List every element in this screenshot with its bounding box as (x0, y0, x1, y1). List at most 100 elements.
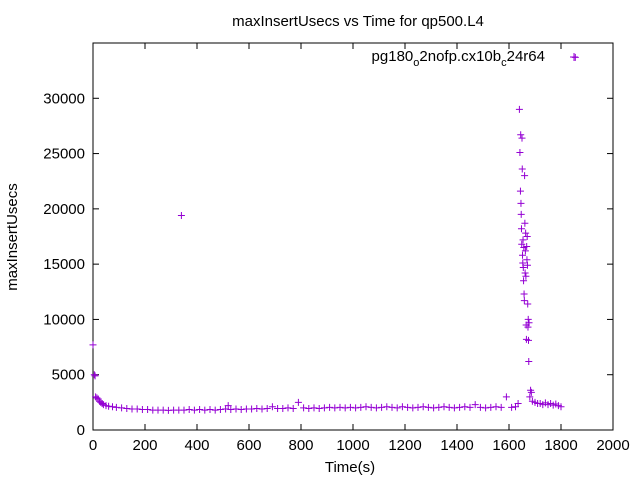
y-tick-label: 25000 (43, 146, 85, 163)
data-point (98, 399, 106, 407)
data-point (320, 404, 328, 412)
chart-title: maxInsertUsecs vs Time for qp500.L4 (232, 13, 484, 30)
y-axis-label: maxInsertUsecs (4, 183, 21, 291)
data-point (522, 272, 530, 280)
data-point (430, 404, 438, 412)
data-point (227, 406, 235, 414)
data-point (118, 404, 126, 412)
data-point (196, 406, 204, 414)
data-point (466, 403, 474, 411)
data-point (471, 401, 479, 409)
data-point (90, 371, 98, 379)
y-tick-label: 30000 (43, 90, 85, 107)
x-tick-label: 0 (89, 437, 97, 454)
data-point (526, 393, 534, 401)
data-point (404, 403, 412, 411)
data-point (224, 402, 232, 410)
data-point (523, 261, 531, 269)
data-point (248, 405, 256, 413)
data-point (398, 403, 406, 411)
data-point (523, 242, 531, 250)
data-point (144, 406, 152, 414)
plot-frame (92, 42, 614, 431)
data-point (414, 403, 422, 411)
x-tick-label: 2000 (596, 437, 629, 454)
data-point (524, 300, 532, 308)
data-point (520, 290, 528, 298)
legend-label-subscript-1: o (413, 57, 419, 69)
data-point (336, 403, 344, 411)
data-point (482, 404, 490, 412)
data-point (123, 404, 131, 412)
data-point (461, 403, 469, 411)
data-point (519, 251, 527, 259)
data-point (180, 406, 188, 414)
y-tick-label: 0 (77, 422, 85, 439)
data-point (362, 403, 370, 411)
data-point (517, 131, 525, 139)
data-point (284, 404, 292, 412)
data-point (378, 403, 386, 411)
data-point (331, 404, 339, 412)
data-point (315, 404, 323, 412)
data-point (341, 404, 349, 412)
data-point (518, 165, 526, 173)
x-tick-label: 400 (184, 437, 209, 454)
data-point (206, 406, 214, 414)
data-point (521, 269, 529, 277)
data-point (419, 403, 427, 411)
data-point (527, 388, 535, 396)
data-point (520, 277, 528, 285)
data-point (91, 372, 99, 380)
y-tick-label: 20000 (43, 201, 85, 218)
data-point (492, 403, 500, 411)
data-point (520, 297, 528, 305)
x-tick-label: 200 (132, 437, 157, 454)
y-tick-label: 10000 (43, 311, 85, 328)
data-point (232, 405, 240, 413)
y-tick-label: 5000 (52, 367, 85, 384)
data-point (516, 148, 524, 156)
data-point (435, 403, 443, 411)
data-point (388, 403, 396, 411)
data-point (372, 404, 380, 412)
data-point (515, 105, 523, 113)
data-point (524, 323, 532, 331)
data-point (514, 399, 522, 407)
data-point (502, 393, 510, 401)
data-points (89, 53, 579, 414)
data-point (487, 403, 495, 411)
data-point (525, 357, 533, 365)
data-point (519, 236, 527, 244)
x-axis-label: Time(s) (325, 459, 375, 476)
data-point (279, 404, 287, 412)
data-point (105, 402, 113, 410)
legend-label-part-1: pg180 (372, 48, 414, 65)
data-point (524, 315, 532, 323)
x-tick-label: 1600 (492, 437, 525, 454)
data-point (109, 403, 116, 411)
data-point (497, 403, 505, 411)
x-tick-label: 1400 (440, 437, 473, 454)
legend-label-part-3: 24r64 (507, 48, 545, 65)
data-point (521, 172, 529, 180)
x-tick-label: 1000 (336, 437, 369, 454)
data-point (211, 406, 219, 414)
data-point (326, 403, 334, 411)
data-point (450, 404, 458, 412)
data-point (522, 229, 530, 237)
data-point (190, 406, 198, 414)
data-point (294, 398, 302, 406)
data-point (133, 405, 141, 413)
data-point (518, 134, 526, 142)
data-point (89, 341, 97, 349)
y-tick-label: 15000 (43, 256, 85, 273)
data-point (521, 247, 529, 255)
data-point (305, 404, 313, 412)
data-point (185, 406, 193, 414)
data-point (112, 403, 120, 411)
data-point (440, 403, 448, 411)
legend-label-subscript-2: c (501, 57, 507, 69)
data-point (520, 244, 528, 252)
